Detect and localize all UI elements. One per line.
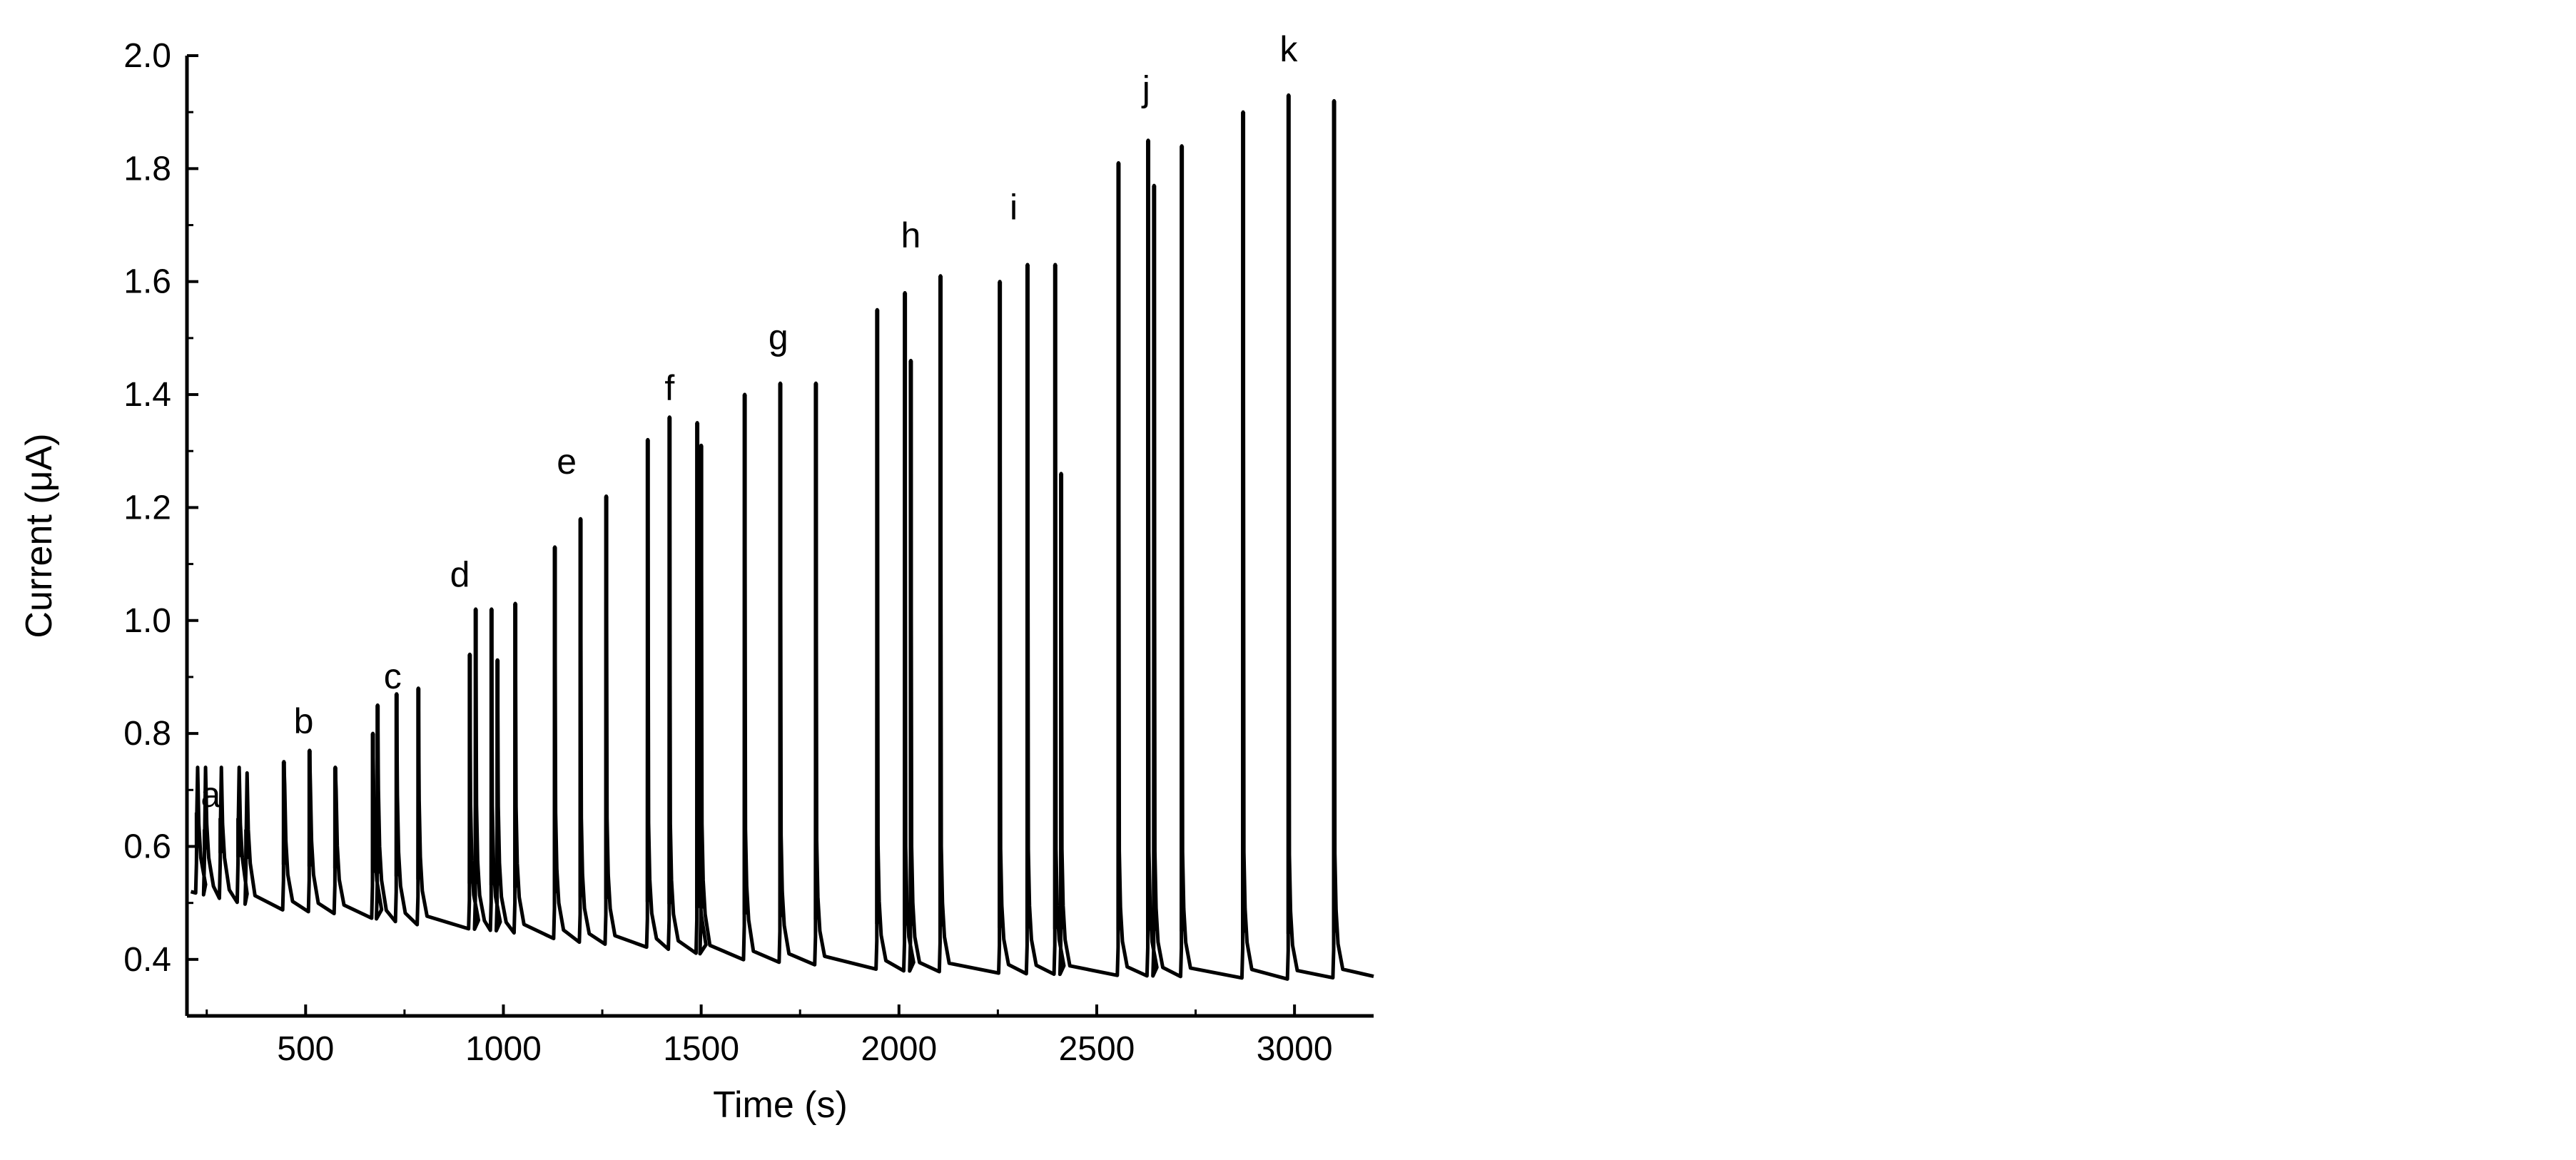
y-tick-label: 0.4 <box>123 941 171 979</box>
peak-group-label: k <box>1279 29 1298 69</box>
x-axis-title: Time (s) <box>713 1084 848 1126</box>
peak-group-label: c <box>384 656 402 696</box>
peak-group-label: d <box>450 554 470 594</box>
current-trace-line <box>190 93 1374 981</box>
x-tick-label: 1000 <box>465 1030 542 1068</box>
y-tick-label: 1.0 <box>123 602 171 640</box>
axes <box>185 56 1374 1018</box>
current-trace <box>190 93 1374 981</box>
y-tick-label: 1.6 <box>123 263 171 301</box>
peak-group-label: a <box>201 775 220 815</box>
y-tick-label: 0.8 <box>123 715 171 753</box>
y-tick-label: 0.6 <box>123 828 171 865</box>
peak-group-label: g <box>769 317 788 357</box>
peak-group-label: e <box>557 442 577 482</box>
y-tick-label: 1.4 <box>123 376 171 414</box>
peak-group-label: h <box>901 215 921 255</box>
x-tick-label: 500 <box>277 1030 334 1068</box>
x-tick-label: 1500 <box>663 1030 739 1068</box>
y-tick-label: 2.0 <box>123 37 171 75</box>
ticks: 0.4 0.6 0.8 1.0 1.2 1.4 1.6 1.8 2.0 500 1000 1500 20… <box>123 37 1332 1068</box>
peak-group-label: b <box>294 701 314 741</box>
y-tick-label: 1.8 <box>123 150 171 188</box>
peak-group-label: j <box>1141 68 1150 108</box>
x-tick-label: 3000 <box>1257 1030 1333 1068</box>
y-axis-title: Current (μA) <box>19 433 60 638</box>
x-tick-label: 2500 <box>1059 1030 1135 1068</box>
peak-group-label: f <box>664 368 674 408</box>
peak-group-labels: a b c d e f g h i j k <box>201 29 1298 815</box>
peak-group-label: i <box>1010 188 1018 228</box>
x-tick-label: 2000 <box>861 1030 937 1068</box>
y-tick-label: 1.2 <box>123 489 171 526</box>
